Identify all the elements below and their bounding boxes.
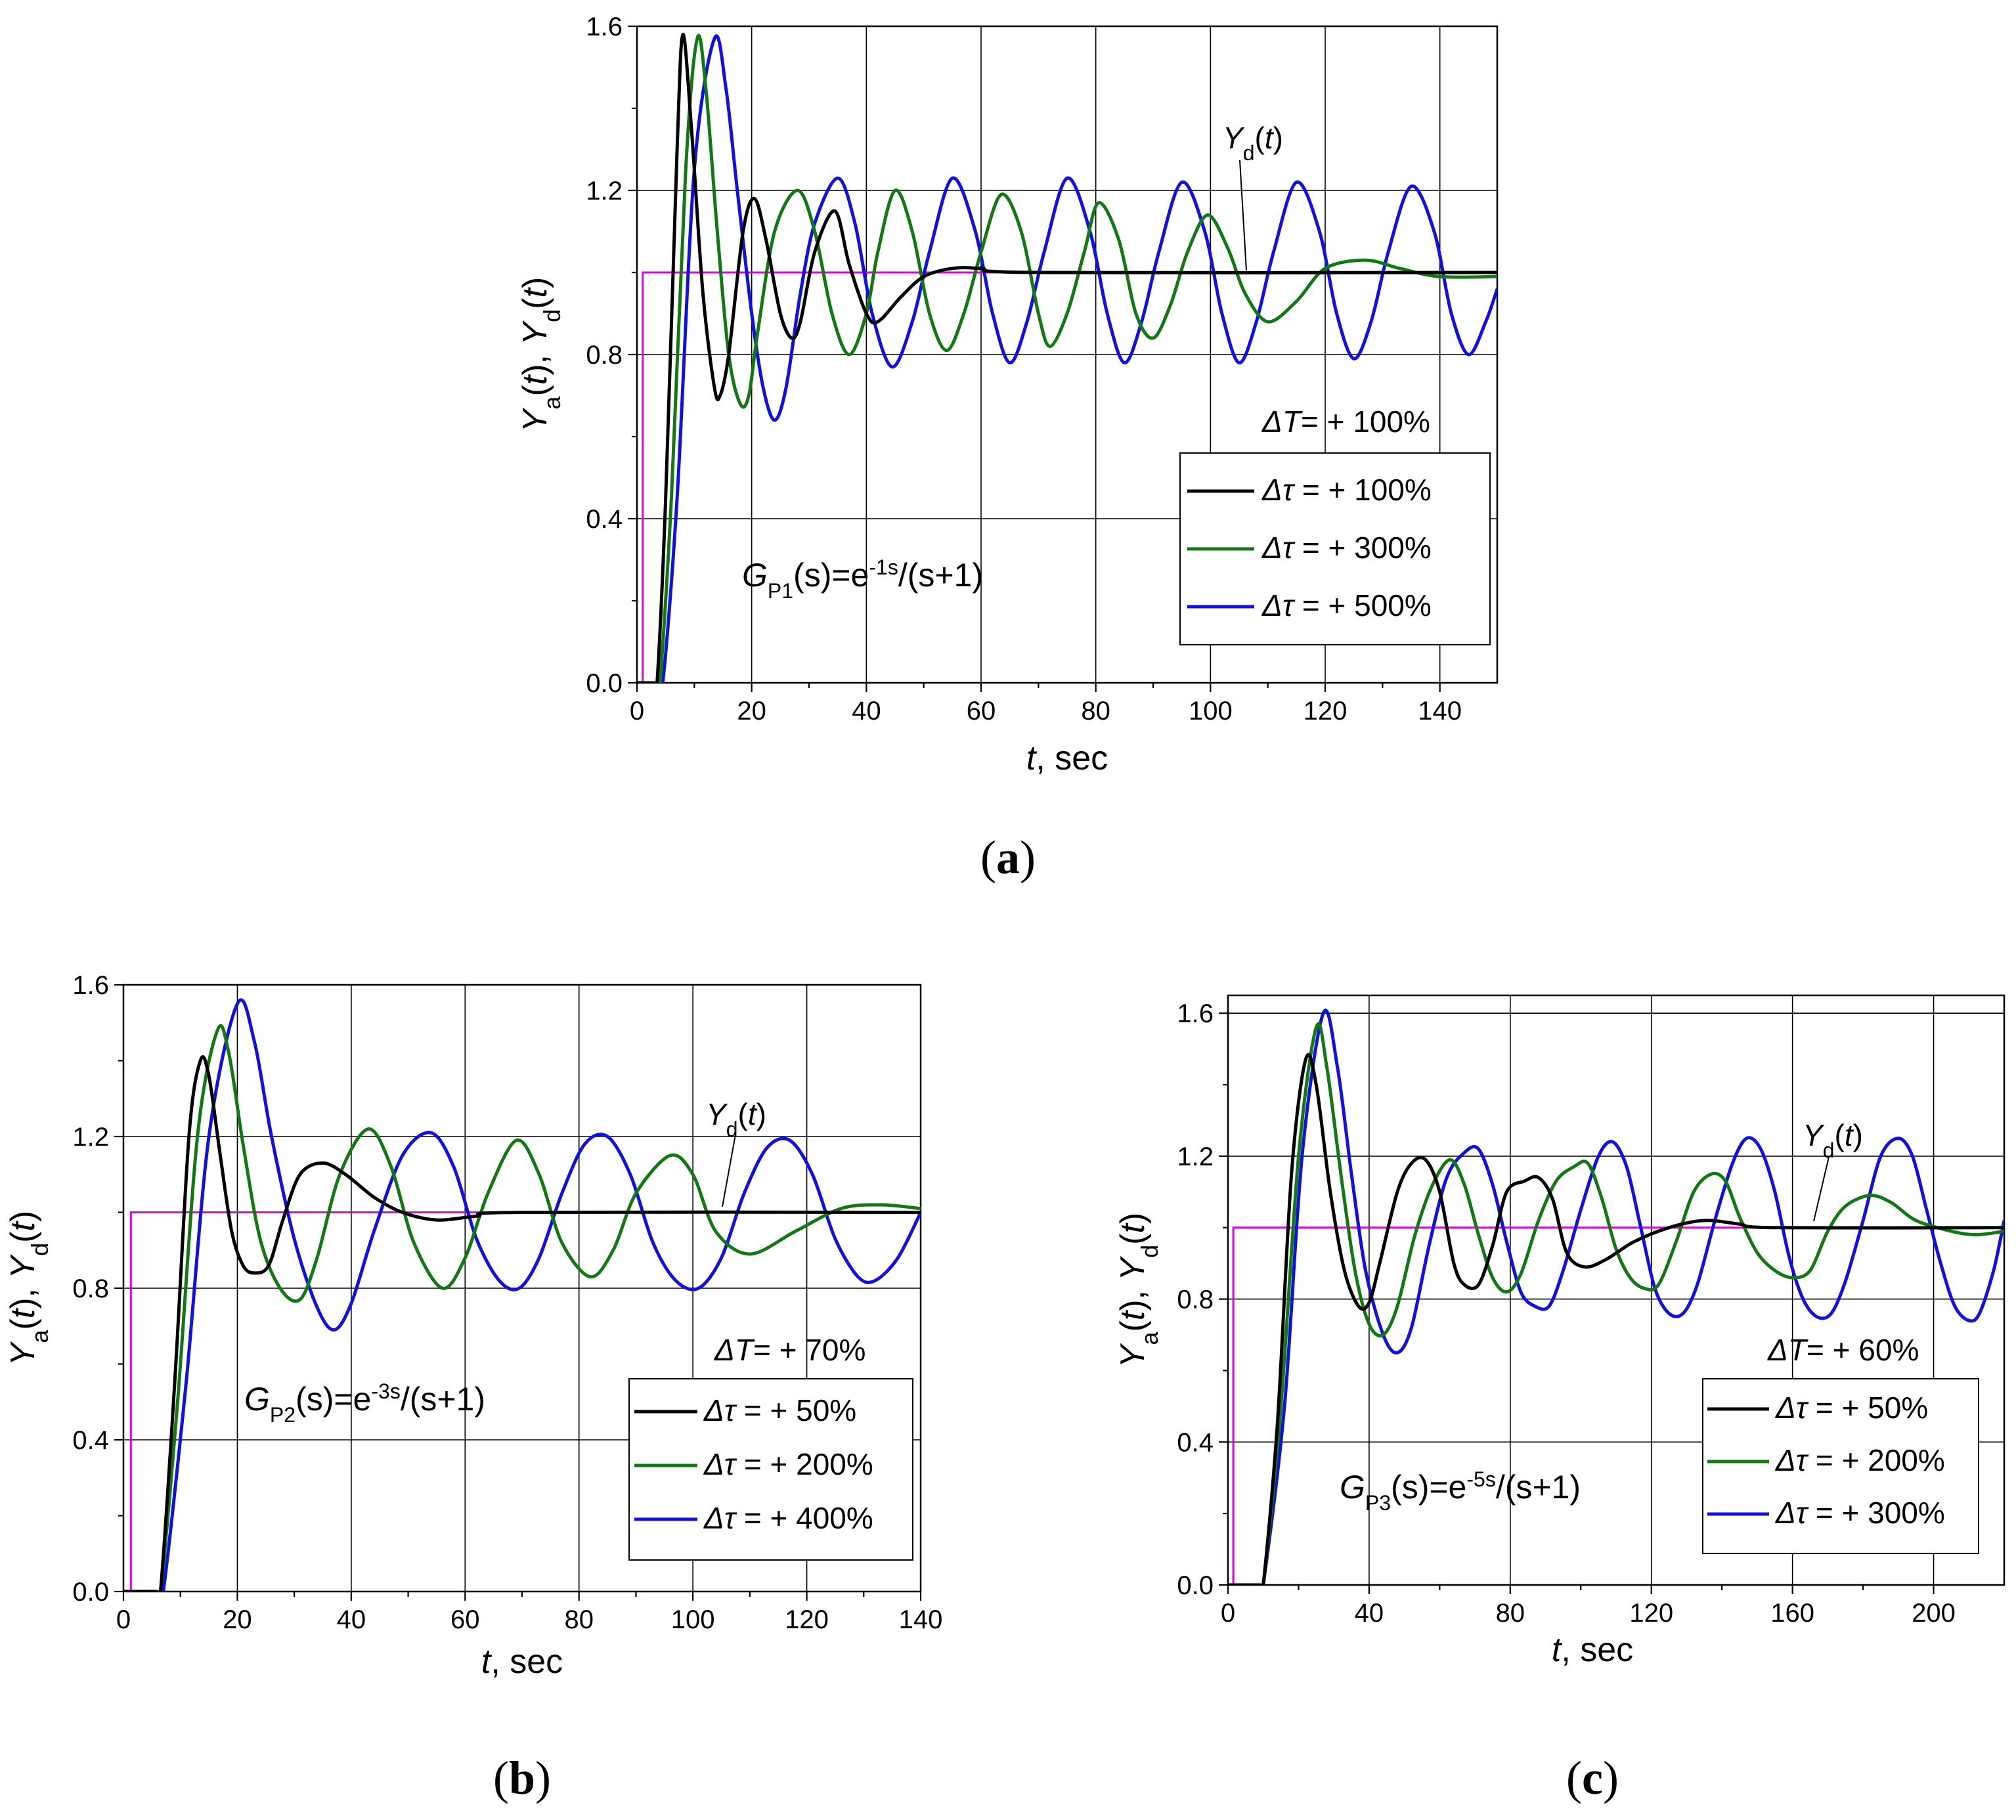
y-tick-label: 1.2 xyxy=(72,1123,109,1152)
x-tick-label: 160 xyxy=(1770,1599,1814,1628)
y-axis-title-b: Ya(t), Yd(t) xyxy=(4,1211,53,1366)
y-axis-title-c: Ya(t), Yd(t) xyxy=(1114,1213,1163,1368)
legend-label: Δτ = + 500% xyxy=(1261,588,1432,622)
chart-panel-c: 0 40 80 120 160 200 0.0 0.4 0.8 1.2 1.6 Ya(t), Yd(… xyxy=(1114,994,2005,1804)
x-axis-title-a: t, sec xyxy=(1026,739,1108,777)
x-tick-label: 60 xyxy=(450,1605,480,1634)
x-tick-label: 100 xyxy=(671,1605,715,1634)
series-line-b-0 xyxy=(123,1055,921,1592)
x-tick-label: 140 xyxy=(1418,697,1462,726)
panel-label-b: (b) xyxy=(493,1752,551,1804)
y-tick-label: 0.0 xyxy=(586,669,623,698)
series-line-c-1 xyxy=(1228,1022,2004,1585)
x-tick-label: 80 xyxy=(564,1605,594,1634)
y-tick-label: 1.6 xyxy=(586,12,623,41)
transfer-function-a: GP1(s)=e-1s/(s+1) xyxy=(742,555,983,603)
x-tick-label: 20 xyxy=(223,1605,252,1634)
legend-box-b xyxy=(628,1378,913,1561)
series-line-c-2 xyxy=(1228,1008,2004,1585)
ticks-c: 0 40 80 120 160 200 0.0 0.4 0.8 1.2 1.6 xyxy=(1177,999,1956,1628)
y-tick-label: 0.8 xyxy=(586,341,623,370)
ticks-b: 0 20 40 60 80 100 120 140 0.0 0.4 0.8 1.2 1.6 xyxy=(72,971,942,1634)
legend-b: Δτ = + 50% Δτ = + 200% Δτ = + 400% xyxy=(628,1378,913,1561)
y-tick-label: 0.8 xyxy=(72,1274,109,1303)
x-tick-label: 200 xyxy=(1912,1599,1956,1628)
y-tick-label: 0.4 xyxy=(1177,1428,1214,1457)
chart-panel-a: 0 20 40 60 80 100 120 140 0.0 0.4 0.8 1.2 1.6 Ya(t),… xyxy=(516,12,1499,884)
series-line-a-0 xyxy=(637,32,1497,683)
series-line-b-1 xyxy=(123,1024,921,1592)
panel-label-a: (a) xyxy=(980,831,1036,884)
transfer-function-b: GP2(s)=e-3s/(s+1) xyxy=(244,1379,485,1427)
legend-label: Δτ = + 50% xyxy=(1775,1391,1928,1425)
x-tick-label: 60 xyxy=(967,697,996,726)
legend-a: Δτ = + 100% Δτ = + 300% Δτ = + 500% xyxy=(1179,452,1491,645)
legend-label: Δτ = + 100% xyxy=(1261,473,1432,507)
setpoint-line-c xyxy=(1228,1226,2004,1585)
legend-label: Δτ = + 50% xyxy=(703,1393,856,1427)
y-tick-label: 1.6 xyxy=(1177,999,1214,1028)
x-tick-label: 0 xyxy=(116,1605,131,1634)
series-line-b-2 xyxy=(123,998,921,1592)
legend-label: Δτ = + 400% xyxy=(703,1501,873,1535)
yd-label-c: Yd(t) xyxy=(1803,1118,1863,1162)
y-tick-label: 0.4 xyxy=(72,1426,109,1455)
x-tick-label: 0 xyxy=(630,697,644,726)
legend-label: Δτ = + 200% xyxy=(1775,1443,1945,1477)
legend-label: Δτ = + 200% xyxy=(703,1447,873,1481)
series-clip-c xyxy=(1228,1008,2004,1585)
x-tick-label: 20 xyxy=(737,697,766,726)
x-axis-title-b: t, sec xyxy=(481,1643,563,1681)
y-tick-label: 1.2 xyxy=(586,177,623,206)
series-clip-a xyxy=(637,32,1497,683)
delta-T-annotation-c: ΔT= + 60% xyxy=(1767,1333,1919,1367)
panel-label-c: (c) xyxy=(1566,1752,1619,1804)
yd-leader-c xyxy=(1813,1156,1830,1222)
series-line-c-0 xyxy=(1228,1052,2004,1585)
series-clip-b xyxy=(123,998,921,1592)
y-tick-label: 1.2 xyxy=(1177,1142,1214,1171)
yd-label-b: Yd(t) xyxy=(706,1097,766,1141)
series-line-a-2 xyxy=(637,34,1497,683)
yd-label-a: Yd(t) xyxy=(1223,121,1283,165)
legend-c: Δτ = + 50% Δτ = + 200% Δτ = + 300% xyxy=(1702,1378,1979,1554)
delta-T-annotation-b: ΔT= + 70% xyxy=(714,1333,866,1367)
plot-frame-c xyxy=(1227,994,2005,1586)
y-tick-label: 0.4 xyxy=(586,505,623,534)
x-tick-label: 120 xyxy=(785,1605,829,1634)
series-group-b xyxy=(123,998,921,1592)
y-tick-label: 0.8 xyxy=(1177,1286,1214,1314)
x-tick-label: 100 xyxy=(1189,697,1233,726)
x-tick-label: 120 xyxy=(1304,697,1348,726)
x-tick-label: 0 xyxy=(1221,1599,1235,1628)
x-tick-label: 80 xyxy=(1081,697,1110,726)
series-group-a xyxy=(637,32,1497,683)
ticks-a: 0 20 40 60 80 100 120 140 0.0 0.4 0.8 1.2 1.6 xyxy=(586,12,1462,726)
x-tick-label: 40 xyxy=(337,1605,366,1634)
x-tick-label: 40 xyxy=(852,697,881,726)
transfer-function-c: GP3(s)=e-5s/(s+1) xyxy=(1340,1467,1581,1515)
x-tick-label: 120 xyxy=(1629,1599,1673,1628)
delta-T-annotation-a: ΔT= + 100% xyxy=(1261,404,1430,439)
yd-leader-a xyxy=(1239,160,1247,271)
y-tick-label: 1.6 xyxy=(72,971,109,1000)
y-axis-title-a: Ya(t), Yd(t) xyxy=(516,277,565,433)
series-line-a-1 xyxy=(637,33,1497,683)
legend-label: Δτ = + 300% xyxy=(1775,1496,1945,1530)
series-group-c xyxy=(1228,1008,2004,1585)
y-tick-label: 0.0 xyxy=(72,1578,109,1607)
x-axis-title-c: t, sec xyxy=(1552,1631,1633,1669)
chart-panel-b: 0 20 40 60 80 100 120 140 0.0 0.4 0.8 1.2 1.6 Ya(t),… xyxy=(4,971,942,1804)
yd-leader-b xyxy=(722,1134,736,1207)
legend-label: Δτ = + 300% xyxy=(1261,531,1432,565)
x-tick-label: 40 xyxy=(1355,1599,1384,1628)
x-tick-label: 140 xyxy=(899,1605,943,1634)
y-tick-label: 0.0 xyxy=(1177,1571,1214,1600)
x-tick-label: 80 xyxy=(1496,1599,1525,1628)
